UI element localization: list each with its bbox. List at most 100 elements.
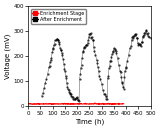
- Point: [141, 41, 143, 43]
- Point: [135, 33, 137, 35]
- Point: [67, 88, 70, 91]
- Point: [113, 47, 115, 49]
- Point: [42, 92, 44, 94]
- Point: [97, 70, 100, 72]
- Point: [74, 98, 77, 100]
- Point: [44, 82, 47, 84]
- Point: [76, 99, 79, 101]
- Point: [115, 50, 117, 52]
- Point: [111, 53, 113, 55]
- Point: [53, 43, 56, 45]
- Point: [146, 33, 148, 35]
- Point: [106, 98, 108, 100]
- Point: [86, 42, 89, 45]
- Point: [104, 94, 107, 96]
- Point: [63, 68, 66, 70]
- Point: [63, 63, 65, 65]
- Point: [120, 76, 122, 78]
- Point: [75, 97, 77, 99]
- Point: [140, 45, 142, 47]
- Point: [56, 39, 59, 41]
- Point: [149, 37, 152, 39]
- Point: [138, 43, 140, 45]
- Point: [107, 75, 110, 77]
- Point: [66, 82, 68, 84]
- Point: [73, 98, 75, 100]
- Point: [137, 42, 139, 45]
- Point: [102, 88, 104, 91]
- Point: [94, 54, 97, 56]
- Point: [126, 60, 129, 62]
- Point: [110, 56, 113, 58]
- Point: [93, 50, 96, 52]
- Point: [122, 86, 124, 88]
- Point: [70, 95, 73, 97]
- Point: [68, 91, 71, 93]
- Point: [90, 37, 93, 39]
- Point: [72, 98, 75, 100]
- Point: [52, 47, 54, 49]
- Point: [140, 41, 143, 43]
- Point: [54, 39, 56, 41]
- Point: [79, 73, 82, 75]
- Point: [65, 77, 67, 79]
- Point: [40, 95, 43, 97]
- Point: [45, 78, 48, 80]
- Point: [67, 88, 69, 90]
- Point: [146, 32, 149, 34]
- Point: [55, 38, 58, 40]
- Point: [121, 81, 123, 83]
- Legend: Enrichment Stage, After Enrichment: Enrichment Stage, After Enrichment: [31, 9, 86, 24]
- Point: [84, 46, 86, 48]
- Point: [70, 93, 72, 95]
- Point: [95, 59, 98, 61]
- Point: [122, 88, 125, 90]
- Point: [57, 42, 60, 45]
- Point: [89, 32, 92, 34]
- Point: [145, 29, 148, 31]
- Point: [73, 98, 76, 100]
- Point: [64, 75, 67, 77]
- Point: [147, 35, 149, 37]
- Point: [108, 67, 110, 69]
- Point: [98, 75, 100, 77]
- X-axis label: Time (h): Time (h): [75, 118, 104, 125]
- Point: [86, 44, 88, 46]
- Point: [123, 76, 126, 79]
- Point: [51, 48, 54, 50]
- Point: [83, 47, 85, 49]
- Point: [117, 64, 120, 66]
- Point: [43, 87, 45, 89]
- Point: [58, 41, 61, 43]
- Point: [84, 45, 87, 47]
- Point: [82, 50, 84, 52]
- Point: [77, 99, 80, 101]
- Point: [56, 38, 58, 40]
- Point: [48, 66, 50, 68]
- Point: [61, 54, 64, 57]
- Point: [141, 36, 144, 38]
- Point: [144, 30, 147, 32]
- Point: [132, 35, 135, 38]
- Point: [66, 86, 69, 88]
- Point: [89, 33, 91, 35]
- Point: [109, 60, 112, 62]
- Point: [68, 93, 71, 95]
- Point: [88, 33, 91, 35]
- Point: [72, 96, 74, 98]
- Point: [105, 98, 107, 100]
- Point: [133, 35, 136, 37]
- Point: [103, 93, 105, 95]
- Point: [81, 57, 83, 59]
- Point: [92, 46, 95, 48]
- Point: [131, 36, 133, 38]
- Point: [105, 95, 108, 97]
- Point: [75, 96, 78, 98]
- Point: [148, 36, 151, 38]
- Point: [110, 60, 112, 62]
- Point: [136, 37, 138, 39]
- Point: [132, 37, 134, 39]
- Point: [99, 78, 102, 80]
- Point: [80, 67, 82, 69]
- Point: [113, 49, 116, 51]
